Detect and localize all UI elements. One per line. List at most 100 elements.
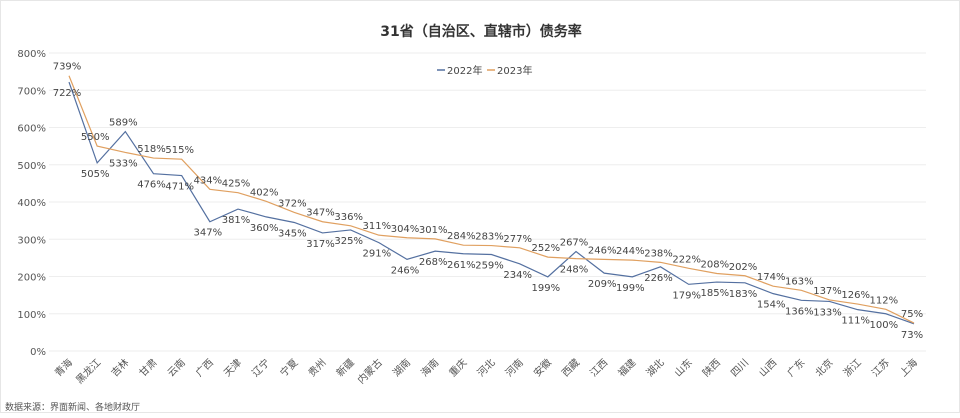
y-tick-label: 600% bbox=[17, 124, 46, 135]
x-tick-label: 河南 bbox=[502, 356, 525, 379]
data-label: 208% bbox=[701, 260, 730, 271]
x-tick-label: 江西 bbox=[588, 357, 611, 380]
data-label: 476% bbox=[137, 180, 166, 191]
data-label: 126% bbox=[841, 290, 870, 301]
x-tick-label: 黑龙江 bbox=[73, 356, 103, 386]
x-tick-label: 浙江 bbox=[841, 357, 864, 380]
data-label: 360% bbox=[250, 223, 279, 234]
data-label: 317% bbox=[306, 239, 335, 250]
data-label: 291% bbox=[363, 249, 392, 260]
legend: 2022年 2023年 bbox=[437, 64, 532, 77]
data-label: 518% bbox=[137, 144, 166, 155]
data-label: 739% bbox=[53, 62, 82, 73]
x-tick-label: 天津 bbox=[221, 357, 244, 380]
data-label: 246% bbox=[391, 265, 420, 276]
x-tick-label: 宁夏 bbox=[277, 356, 300, 379]
data-label: 301% bbox=[419, 225, 448, 236]
data-label: 402% bbox=[250, 187, 279, 198]
data-label: 425% bbox=[222, 179, 251, 190]
data-label: 154% bbox=[757, 300, 786, 311]
y-tick-label: 400% bbox=[17, 198, 46, 209]
y-tick-label: 0% bbox=[30, 347, 46, 358]
y-tick-label: 700% bbox=[17, 86, 46, 97]
x-tick-label: 山东 bbox=[671, 356, 694, 379]
y-tick-label: 500% bbox=[17, 161, 46, 172]
legend-item: 2023年 bbox=[497, 64, 532, 77]
data-label: 136% bbox=[785, 306, 814, 317]
data-label: 372% bbox=[278, 198, 307, 209]
data-source-note: 数据来源：界面新闻、各地财政厅 bbox=[5, 403, 141, 413]
data-label: 550% bbox=[81, 132, 110, 143]
data-label: 183% bbox=[729, 289, 758, 300]
data-label: 347% bbox=[194, 228, 223, 239]
x-tick-label: 西藏 bbox=[559, 357, 582, 380]
x-tick-label: 海南 bbox=[418, 356, 441, 379]
x-tick-label: 山西 bbox=[757, 357, 780, 380]
x-tick-label: 贵州 bbox=[305, 356, 328, 379]
data-label: 261% bbox=[447, 260, 476, 271]
data-label: 209% bbox=[588, 279, 617, 290]
data-label: 505% bbox=[81, 169, 110, 180]
x-tick-label: 新疆 bbox=[333, 356, 356, 379]
data-label: 222% bbox=[672, 254, 701, 265]
data-label: 137% bbox=[813, 286, 842, 297]
y-tick-label: 200% bbox=[17, 273, 46, 284]
data-label: 202% bbox=[729, 262, 758, 273]
data-label: 267% bbox=[560, 238, 589, 249]
chart-title: 31省（自治区、直辖市）债务率 bbox=[380, 23, 581, 40]
data-label: 347% bbox=[306, 208, 335, 219]
data-label: 336% bbox=[334, 212, 363, 223]
data-label: 722% bbox=[53, 88, 82, 99]
data-label: 515% bbox=[165, 145, 194, 156]
x-tick-label: 湖南 bbox=[390, 356, 413, 379]
x-tick-label: 四川 bbox=[729, 357, 751, 379]
y-tick-label: 800% bbox=[17, 49, 46, 60]
x-tick-label: 内蒙古 bbox=[355, 356, 385, 386]
data-label: 234% bbox=[503, 270, 532, 281]
data-label: 133% bbox=[813, 307, 842, 318]
data-label: 311% bbox=[363, 221, 392, 232]
x-tick-label: 云南 bbox=[164, 356, 187, 379]
data-label: 381% bbox=[222, 215, 251, 226]
data-label: 111% bbox=[841, 316, 870, 327]
y-tick-label: 100% bbox=[17, 310, 46, 321]
data-label: 325% bbox=[334, 236, 363, 247]
data-label: 533% bbox=[109, 158, 138, 169]
x-tick-label: 重庆 bbox=[446, 356, 469, 379]
x-tick-label: 湖北 bbox=[644, 357, 667, 380]
x-tick-label: 河北 bbox=[475, 357, 498, 380]
series-line-2023年 bbox=[68, 75, 915, 324]
data-label: 199% bbox=[532, 283, 561, 294]
data-label: 345% bbox=[278, 228, 307, 239]
data-label: 277% bbox=[503, 234, 532, 245]
data-label: 246% bbox=[588, 245, 617, 256]
data-label: 284% bbox=[447, 231, 476, 242]
data-label: 238% bbox=[644, 248, 673, 259]
x-tick-label: 福建 bbox=[615, 356, 638, 379]
data-label: 268% bbox=[419, 257, 448, 268]
data-label: 199% bbox=[616, 283, 645, 294]
data-label: 174% bbox=[757, 272, 786, 283]
data-label: 304% bbox=[391, 224, 420, 235]
data-label: 252% bbox=[532, 243, 561, 254]
x-tick-label: 上海 bbox=[897, 356, 920, 379]
data-label: 112% bbox=[870, 295, 899, 306]
series-line-2022年 bbox=[68, 81, 915, 325]
y-tick-label: 300% bbox=[17, 235, 46, 246]
data-label: 75% bbox=[901, 309, 923, 320]
x-tick-label: 陕西 bbox=[700, 356, 723, 379]
x-tick-label: 广东 bbox=[784, 356, 807, 379]
x-tick-label: 甘肃 bbox=[136, 356, 159, 379]
x-tick-label: 广西 bbox=[193, 357, 216, 380]
data-label: 471% bbox=[165, 182, 194, 193]
data-label: 244% bbox=[616, 246, 645, 257]
data-label: 100% bbox=[870, 320, 899, 331]
x-tick-label: 辽宁 bbox=[249, 356, 272, 379]
data-label: 179% bbox=[672, 290, 701, 301]
data-label: 226% bbox=[644, 273, 673, 284]
x-tick-label: 吉林 bbox=[108, 356, 131, 379]
data-label: 434% bbox=[194, 175, 223, 186]
data-label: 163% bbox=[785, 276, 814, 287]
